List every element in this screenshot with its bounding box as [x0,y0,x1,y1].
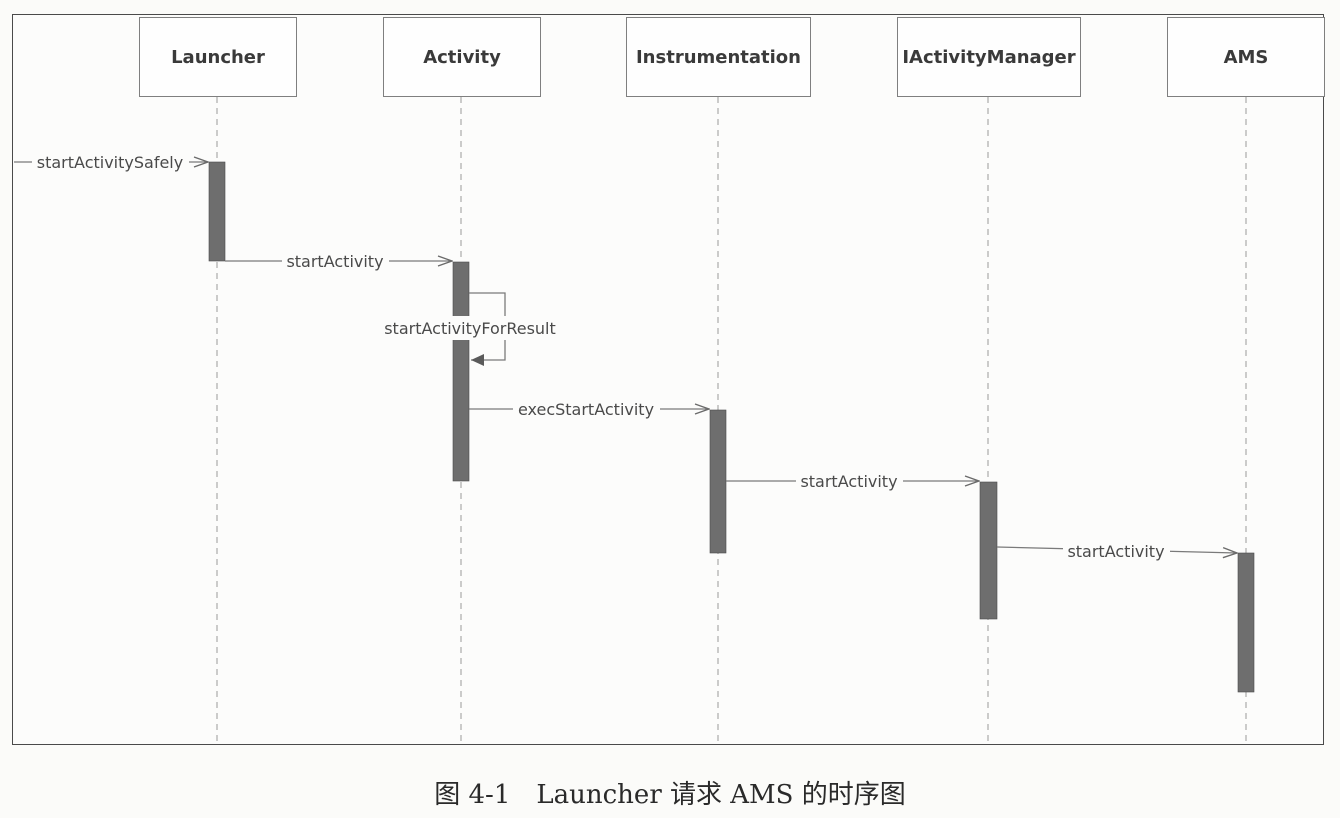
participant-launcher: Launcher [139,17,297,97]
activation-ams [1237,552,1255,693]
activation-launcher [208,161,226,262]
message-label-m4: execStartActivity [518,400,654,419]
participant-instrumentation: Instrumentation [626,17,811,97]
activation-instrumentation [709,409,727,554]
participant-iactivitymanager: IActivityManager [897,17,1081,97]
activation-activity [452,261,470,482]
diagram-frame [12,14,1324,745]
activation-iactivitymanager [979,481,998,620]
participant-ams: AMS [1167,17,1325,97]
message-label-m2: startActivity [286,252,383,271]
message-label-m6: startActivity [1067,542,1164,561]
message-label-m1: startActivitySafely [37,153,183,172]
message-label-m5: startActivity [800,472,897,491]
figure-caption: 图 4-1 Launcher 请求 AMS 的时序图 [434,780,906,810]
message-label-m3: startActivityForResult [384,319,556,338]
participant-activity: Activity [383,17,541,97]
